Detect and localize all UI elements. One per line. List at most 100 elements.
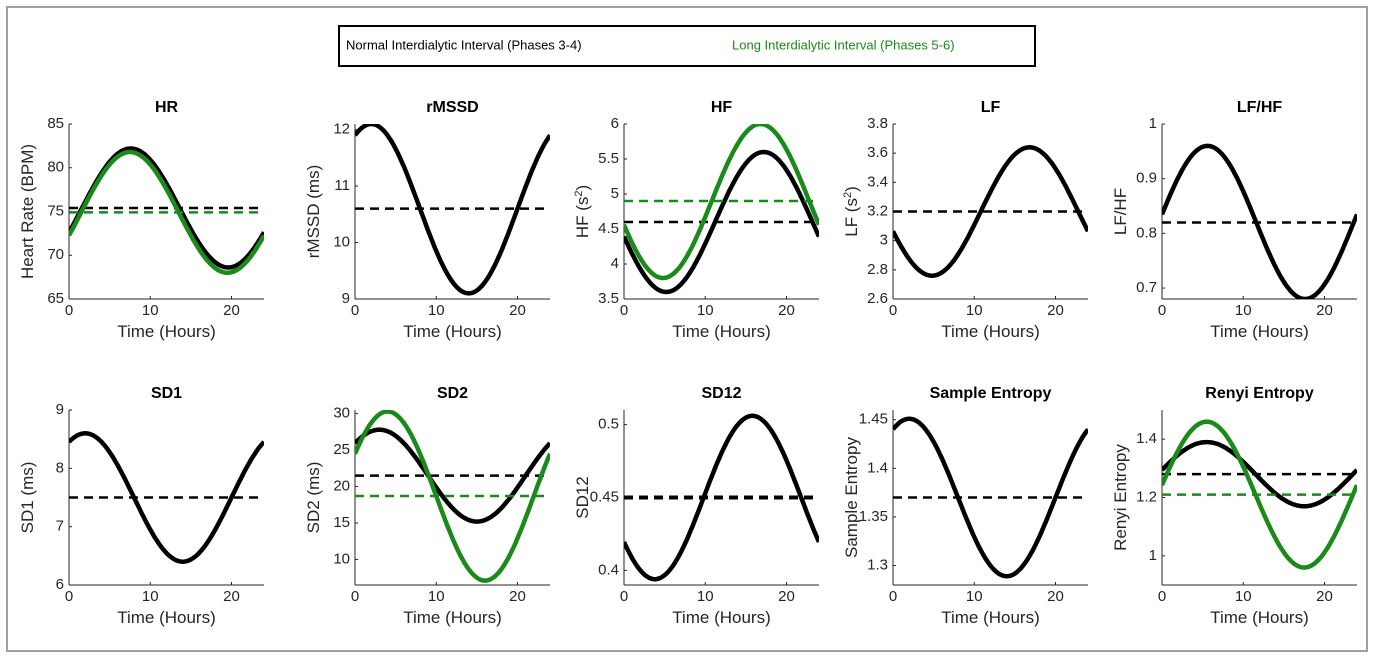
x-tick-label: 20 (1047, 588, 1064, 605)
x-axis-label: Time (Hours) (1210, 608, 1309, 627)
y-tick-label: 75 (47, 202, 64, 219)
x-axis-label: Time (Hours) (672, 608, 771, 627)
x-tick-label: 10 (697, 588, 714, 605)
y-tick-label: 25 (333, 441, 350, 458)
chart-panel-4: LF 2.6 2.8 3 3.2 3.4 3.6 3.8 0 10 20 Time (Hours) LF… (842, 99, 1088, 341)
x-tick-label: 10 (142, 302, 159, 319)
x-tick-label: 0 (351, 588, 359, 605)
y-tick-label: 0.8 (1136, 224, 1157, 241)
y-tick-label: 9 (342, 290, 350, 307)
y-tick-label: 9 (56, 401, 64, 418)
y-axis-label: HF (s2) (573, 185, 592, 238)
chart-panel-1: HR 65 70 75 80 85 0 10 20 Time (Hours) Heart Rate … (18, 99, 264, 341)
y-tick-label: 70 (47, 246, 64, 263)
panel-title: HF (711, 99, 733, 116)
plot-area (355, 124, 550, 296)
y-axis-label: Renyi Entropy (1111, 444, 1130, 551)
plot-area (624, 413, 819, 582)
x-tick-label: 0 (889, 588, 897, 605)
y-tick-label: 1.3 (867, 557, 888, 574)
curve-long (624, 124, 819, 281)
y-tick-label: 3.5 (598, 290, 619, 307)
panel-title: HR (155, 99, 179, 116)
chart-panel-7: SD2 10 15 20 25 30 0 10 20 Time (Hours) SD2 (ms) (304, 385, 550, 627)
x-tick-label: 0 (351, 302, 359, 319)
x-tick-label: 10 (428, 302, 445, 319)
y-axis-label-superscript: 2 (842, 192, 854, 198)
chart-panel-8: SD12 0.4 0.45 0.5 0 10 20 Time (Hours) SD12 (573, 385, 819, 627)
y-tick-label: 1.4 (1136, 430, 1157, 447)
x-tick-label: 10 (966, 302, 983, 319)
y-tick-label: 1.2 (1136, 488, 1157, 505)
y-axis-label: SD1 (ms) (18, 462, 37, 534)
x-tick-label: 20 (223, 302, 240, 319)
x-tick-label: 0 (1158, 588, 1166, 605)
y-tick-label: 2.6 (867, 290, 888, 307)
x-tick-label: 20 (509, 588, 526, 605)
plot-area (893, 416, 1088, 579)
y-tick-label: 30 (333, 405, 350, 422)
y-tick-label: 15 (333, 514, 350, 531)
y-tick-label: 12 (333, 121, 350, 138)
y-axis-label: SD12 (573, 476, 592, 519)
plot-area (69, 146, 264, 275)
x-axis-label: Time (Hours) (403, 608, 502, 627)
y-tick-label: 0.45 (590, 488, 619, 505)
curve-normal (624, 149, 819, 295)
plot-area (893, 145, 1088, 278)
chart-panel-10: Renyi Entropy 1 1.2 1.4 0 10 20 Time (Hours) Ren… (1111, 385, 1357, 627)
panel-title: rMSSD (426, 99, 478, 116)
curve-long (69, 149, 264, 275)
y-tick-label: 1.4 (867, 459, 888, 476)
y-tick-label: 3.4 (867, 173, 888, 190)
legend: Normal Interdialytic Interval (Phases 3-… (338, 25, 1036, 67)
x-tick-label: 20 (1316, 588, 1333, 605)
legend-entry-long: Long Interdialytic Interval (Phases 5-6) (732, 37, 955, 52)
y-tick-label: 3.8 (867, 115, 888, 132)
y-tick-label: 5 (611, 185, 619, 202)
panel-title: Renyi Entropy (1205, 385, 1314, 402)
x-tick-label: 20 (223, 588, 240, 605)
x-axis-label: Time (Hours) (941, 608, 1040, 627)
y-tick-label: 10 (333, 234, 350, 251)
y-tick-label: 0.9 (1136, 170, 1157, 187)
x-tick-label: 10 (142, 588, 159, 605)
y-tick-label: 1.45 (859, 411, 888, 428)
y-tick-label: 65 (47, 290, 64, 307)
curve-normal (893, 416, 1088, 579)
y-tick-label: 3.6 (867, 144, 888, 161)
x-tick-label: 20 (509, 302, 526, 319)
x-tick-label: 20 (778, 588, 795, 605)
y-tick-label: 4 (611, 255, 619, 272)
x-tick-label: 10 (697, 302, 714, 319)
curve-normal (1162, 143, 1357, 299)
y-tick-label: 8 (56, 459, 64, 476)
y-tick-label: 85 (47, 115, 64, 132)
legend-box (338, 25, 1036, 67)
y-axis-label: Heart Rate (BPM) (18, 144, 37, 279)
chart-panel-6: SD1 6 7 8 9 0 10 20 Time (Hours) SD1 (ms) (18, 385, 264, 627)
y-tick-label: 6 (611, 115, 619, 132)
y-tick-label: 11 (334, 177, 350, 194)
x-tick-label: 10 (428, 588, 445, 605)
y-axis-label-superscript: 2 (573, 191, 585, 197)
y-tick-label: 7 (56, 518, 64, 535)
curve-normal (893, 145, 1088, 278)
legend-entry-normal: Normal Interdialytic Interval (Phases 3-… (346, 37, 582, 52)
x-tick-label: 20 (778, 302, 795, 319)
panel-title: LF/HF (1237, 99, 1283, 116)
panel-title: SD1 (151, 385, 182, 402)
y-tick-label: 1.35 (859, 508, 888, 525)
y-tick-label: 4.5 (598, 220, 619, 237)
panel-title: Sample Entropy (930, 385, 1052, 402)
x-axis-label: Time (Hours) (941, 322, 1040, 341)
curve-normal (624, 413, 819, 582)
y-tick-label: 2.8 (867, 261, 888, 278)
y-tick-label: 0.5 (598, 416, 619, 433)
y-tick-label: 1 (1149, 115, 1157, 132)
y-tick-label: 1 (1149, 547, 1157, 564)
panel-title: LF (981, 99, 1001, 116)
x-tick-label: 0 (1158, 302, 1166, 319)
y-tick-label: 6 (56, 576, 64, 593)
